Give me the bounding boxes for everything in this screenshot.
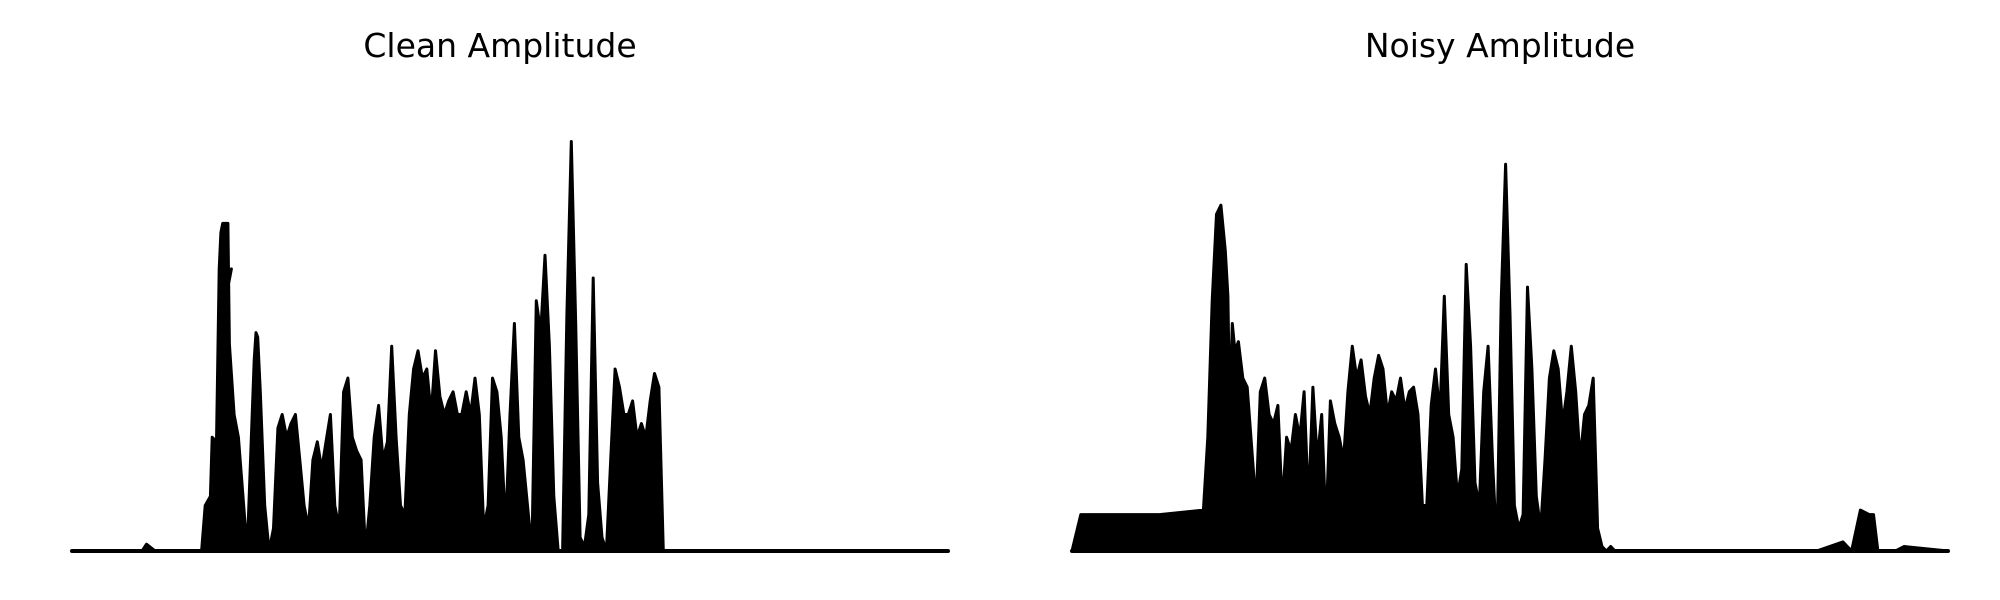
noisy-amplitude-series (1070, 162, 1950, 553)
noisy-amplitude-plot (1070, 162, 1950, 553)
noisy-amplitude-panel: Noisy Amplitude (1000, 0, 2000, 600)
clean-amplitude-series (70, 140, 950, 553)
clean-chart-title: Clean Amplitude (363, 26, 637, 65)
noisy-chart-title: Noisy Amplitude (1364, 26, 1636, 65)
clean-amplitude-panel: Clean Amplitude (70, 26, 950, 553)
clean-amplitude-plot (70, 140, 950, 553)
